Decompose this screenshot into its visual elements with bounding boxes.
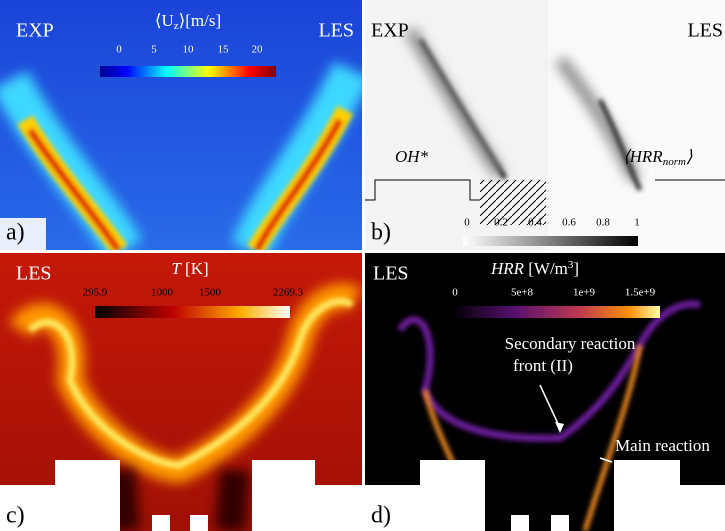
tag: LES [318,20,354,42]
text-part: ⟨HRR [623,147,663,166]
tick-label: 0 [464,217,470,229]
panel-label: c) [6,503,25,529]
text-part: [W/m [524,259,568,278]
tick-label: 0 [452,287,458,299]
colorbar [95,306,290,318]
text-part: front (II) [513,356,573,375]
tick-label: 0.8 [596,217,610,229]
colorbar-title: ⟨Uz⟩[m/s] [155,11,221,32]
tag: EXP [16,20,54,42]
text-part: HRR [490,259,525,278]
tick-label: 0.2 [494,217,508,229]
text-part: Secondary reaction [505,334,636,353]
colorbar-title: T [K] [171,259,208,278]
tick-label: 15 [218,44,230,56]
text-part: ⟩[m/s] [179,11,222,30]
panel-label: d) [371,503,391,529]
tag: LES [16,263,52,285]
tick-label: 1.5e+9 [625,287,656,299]
figure: ⟨Uz⟩[m/s] 0 5 10 15 20 EXP LES a) 0 0.2 … [0,0,725,531]
text-part: norm [663,156,686,168]
tick-label: 20 [252,44,264,56]
colorbar [463,236,638,246]
tick-label: 0.4 [528,217,542,229]
tick-label: 10 [183,44,195,56]
tick-label: 5e+8 [511,287,534,299]
note: OH* [395,147,429,166]
tick-label: 0 [116,44,122,56]
tick-label: 1500 [199,287,222,299]
tick-label: 1 [634,217,640,229]
colorbar [100,66,276,77]
panel-b: 0 0.2 0.4 0.6 0.8 1 EXP LES OH* ⟨HRRnorm… [365,0,725,250]
tick-label: 2269.3 [273,287,304,299]
colorbar-title: HRR [W/m3] [490,259,579,278]
text-part: Main reaction [615,436,710,455]
tag: EXP [371,20,409,42]
tick-label: 295.9 [83,287,108,299]
panel-label: a) [6,220,25,246]
text-part: front (I) [620,460,674,479]
text-part: ⟩ [686,147,693,166]
tag: LES [373,263,409,285]
tick-label: 0.6 [562,217,576,229]
page: {"panels":[ {"label":"a)","left_tag":"EX… [0,0,725,531]
panel-c: T [K] 295.9 1000 1500 2269.3 LES c) [0,253,362,531]
tick-label: 1000 [151,287,174,299]
tick-label: 1e+9 [573,287,596,299]
panel-a: ⟨Uz⟩[m/s] 0 5 10 15 20 EXP LES a) [0,0,362,250]
text-part: [K] [181,259,209,278]
text-part: ⟨U [155,11,174,30]
panel-label: b) [371,220,391,246]
tag: LES [687,20,723,42]
text-part: ] [573,259,579,278]
tick-label: 5 [151,44,157,56]
panel-d: HRR [W/m3] 0 5e+8 1e+9 1.5e+9 LES Second… [365,253,725,531]
colorbar [452,306,660,318]
